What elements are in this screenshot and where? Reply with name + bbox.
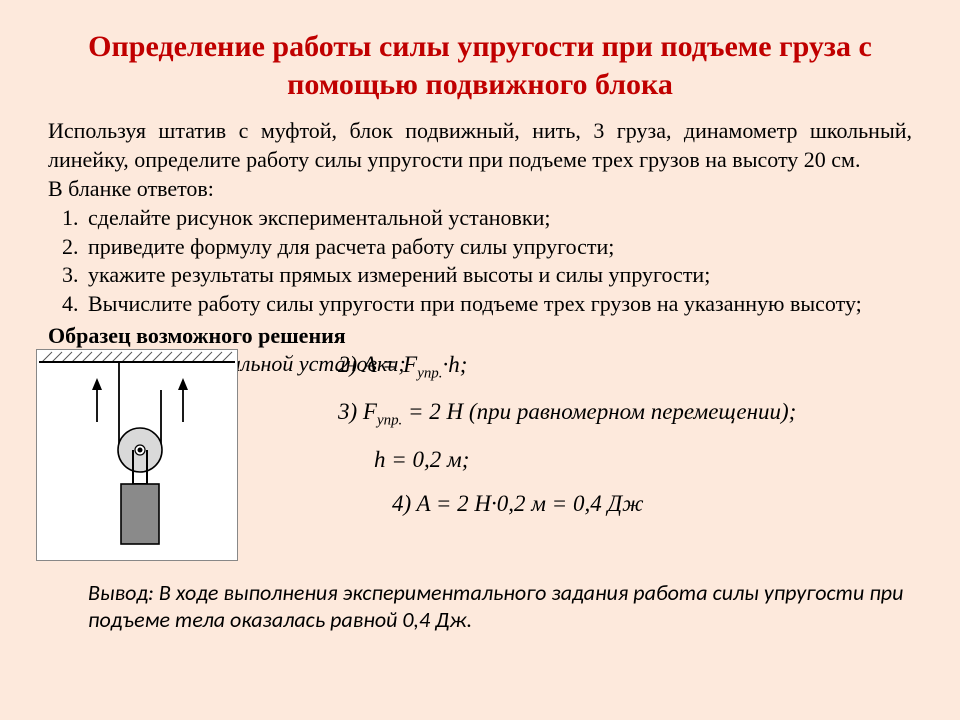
pulley-diagram-icon: [37, 350, 237, 560]
list-item: приведите формулу для расчета работу сил…: [84, 233, 912, 262]
formula-sub: упр.: [417, 365, 442, 381]
formula-line-2: 2) A = Fупр.·h;: [338, 349, 918, 385]
sample-solution-label: Образец возможного решения: [48, 323, 912, 349]
formula-text: 2) A = F: [338, 352, 417, 377]
page-title: Определение работы силы упругости при по…: [48, 28, 912, 103]
conclusion-text: Вывод: В ходе выполнения экспериментальн…: [88, 579, 908, 634]
list-item: сделайте рисунок экспериментальной устан…: [84, 204, 912, 233]
intro-paragraph: Используя штатив с муфтой, блок подвижны…: [48, 117, 912, 174]
work-area: иментальной установки;: [48, 349, 912, 609]
formula-line-3: 3) Fупр. = 2 Н (при равномерном перемеще…: [338, 396, 918, 432]
task-list: сделайте рисунок экспериментальной устан…: [48, 204, 912, 318]
formula-block: 2) A = Fупр.·h; 3) Fупр. = 2 Н (при равн…: [338, 349, 918, 532]
list-item: укажите результаты прямых измерений высо…: [84, 261, 912, 290]
list-item: Вычислите работу силы упругости при подъ…: [84, 290, 912, 319]
formula-line-4: 4) A = 2 Н·0,2 м = 0,4 Дж: [338, 488, 918, 520]
formula-sub: упр.: [377, 413, 402, 429]
formula-text: 3) F: [338, 399, 377, 424]
formula-text: ·h;: [443, 352, 468, 377]
answers-label: В бланке ответов:: [48, 176, 912, 202]
experiment-diagram: [36, 349, 238, 561]
formula-line-3b: h = 0,2 м;: [338, 444, 918, 476]
formula-text: = 2 Н (при равномерном перемещении);: [402, 399, 796, 424]
